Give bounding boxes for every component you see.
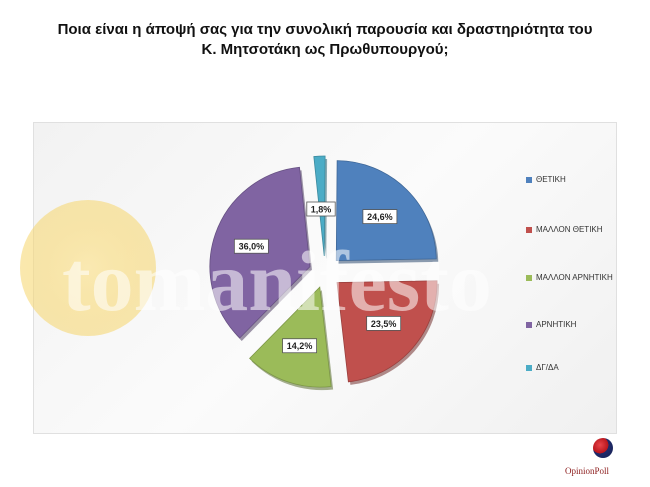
pie-slice-1 bbox=[336, 280, 438, 383]
data-label-0: 24,6% bbox=[367, 212, 393, 222]
legend-item-2: ΜΑΛΛΟΝ ΑΡΝΗΤΙΚΗ bbox=[526, 273, 613, 282]
data-label-1: 23,5% bbox=[371, 319, 397, 329]
data-label-2: 14,2% bbox=[287, 341, 313, 351]
legend-label-1: ΜΑΛΛΟΝ ΘΕΤΙΚΗ bbox=[536, 225, 603, 234]
legend-item-4: ΔΓ/ΔΑ bbox=[526, 363, 559, 372]
legend-swatch-4 bbox=[526, 364, 532, 371]
data-label-box-4 bbox=[306, 201, 336, 217]
chart-title-line-1: Ποια είναι η άποψή σας για την συνολική … bbox=[57, 21, 593, 38]
legend-swatch-3 bbox=[526, 321, 532, 328]
legend-swatch-1 bbox=[526, 226, 532, 233]
logo-text: OpinionPoll bbox=[565, 466, 610, 476]
logo-mark-icon bbox=[593, 438, 613, 458]
legend-item-0: ΘΕΤΙΚΗ bbox=[526, 175, 566, 184]
legend-item-3: ΑΡΝΗΤΙΚΗ bbox=[526, 320, 576, 329]
legend-label-4: ΔΓ/ΔΑ bbox=[536, 363, 559, 372]
chart-title-line-2: Κ. Μητσοτάκη ως Πρωθυπουργού; bbox=[201, 41, 449, 58]
legend-item-1: ΜΑΛΛΟΝ ΘΕΤΙΚΗ bbox=[526, 225, 603, 234]
data-label-4: 1,8% bbox=[311, 205, 332, 215]
chart-title: Ποια είναι η άποψή σας για την συνολική … bbox=[20, 20, 630, 60]
watermark-circle bbox=[20, 200, 156, 336]
opinionpoll-logo: OpinionPoll bbox=[565, 438, 635, 484]
data-label-box-1 bbox=[366, 316, 402, 331]
data-label-box-0 bbox=[362, 209, 398, 224]
watermark bbox=[20, 200, 156, 336]
data-label-3: 36,0% bbox=[239, 242, 265, 252]
legend-swatch-2 bbox=[526, 274, 532, 281]
legend-swatch-0 bbox=[526, 176, 532, 183]
legend-label-0: ΘΕΤΙΚΗ bbox=[536, 175, 566, 184]
legend-label-2: ΜΑΛΛΟΝ ΑΡΝΗΤΙΚΗ bbox=[536, 273, 613, 282]
legend-label-3: ΑΡΝΗΤΙΚΗ bbox=[536, 320, 577, 329]
watermark-text: tomanifesto bbox=[62, 233, 492, 329]
pie-slice-2 bbox=[249, 286, 332, 388]
data-label-box-3 bbox=[233, 238, 269, 254]
data-label-box-2 bbox=[282, 338, 317, 354]
